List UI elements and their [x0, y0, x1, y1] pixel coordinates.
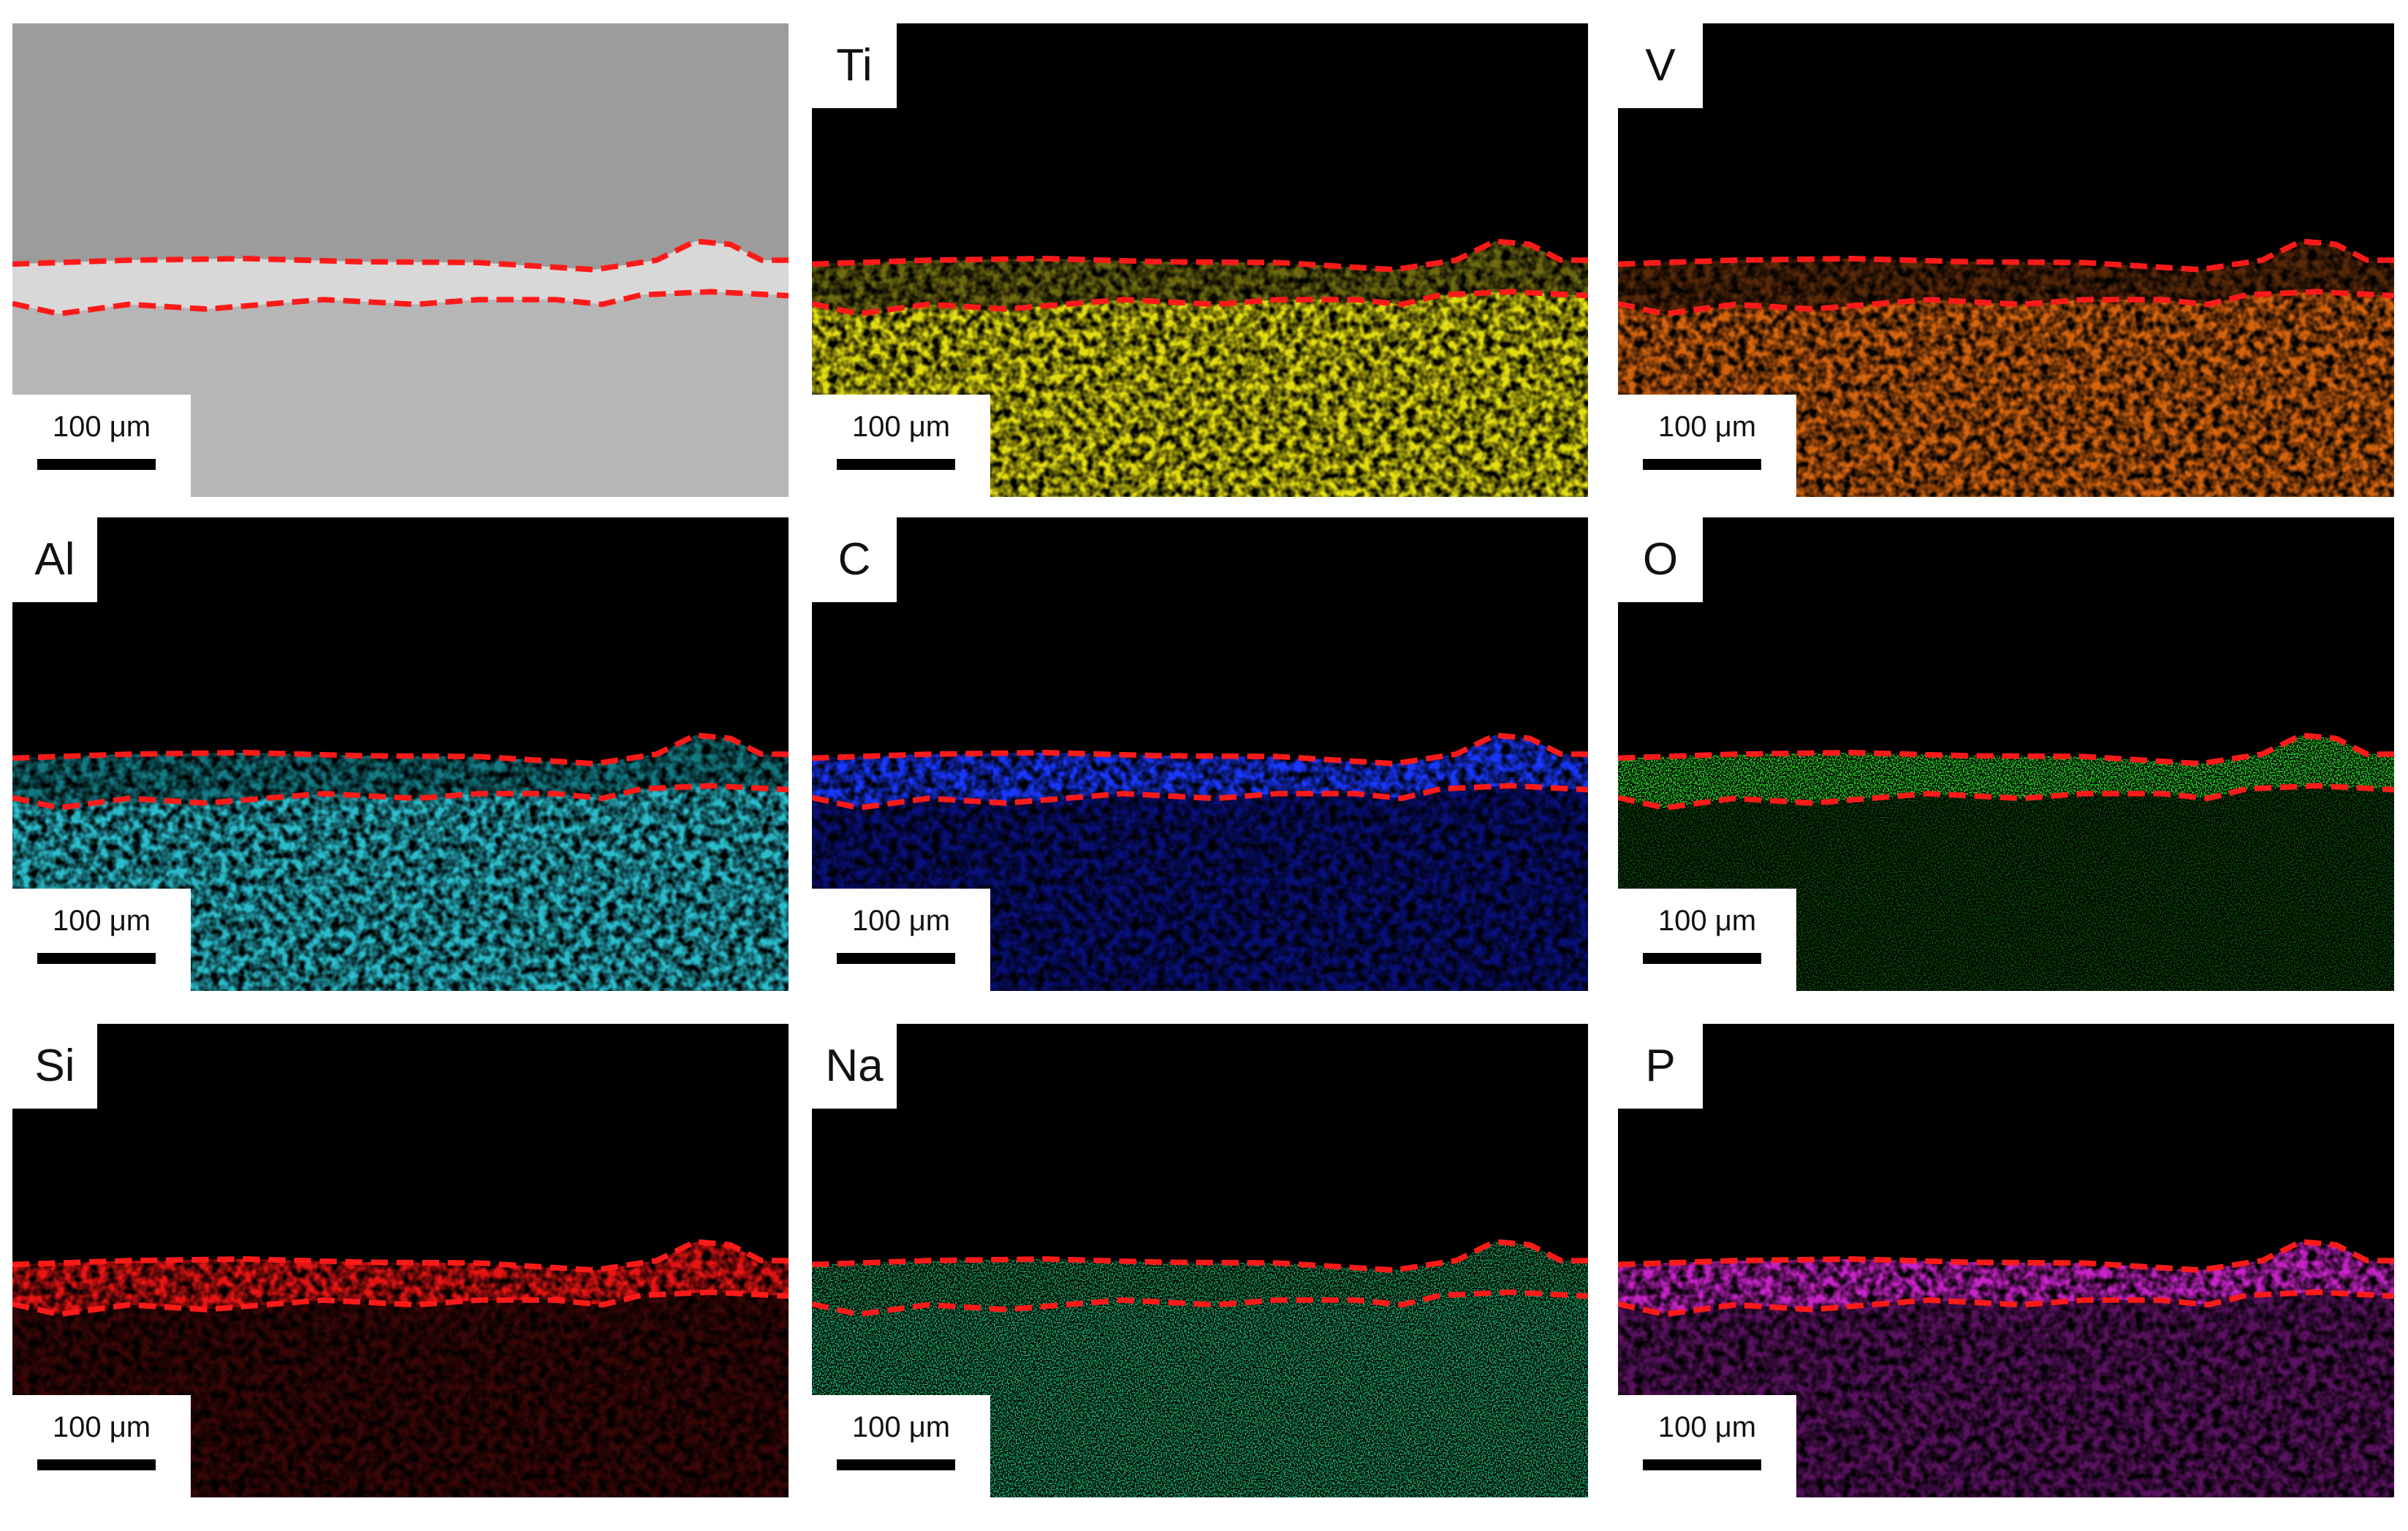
scale-bar: [37, 953, 156, 964]
scale-bar-text: 100 μm: [851, 1411, 951, 1443]
boundary-line: [812, 289, 1588, 317]
element-map: Ti 100 μm: [812, 23, 1588, 497]
boundary-line: [1618, 289, 2394, 317]
substrate-region: [12, 292, 789, 497]
boundary-line: [812, 783, 1588, 811]
scale-bar: [37, 459, 156, 470]
element-label: C: [812, 517, 897, 602]
scale-bar-box: 100 μm: [1618, 889, 1796, 991]
boundary-line: [12, 783, 789, 811]
boundary-line: [12, 238, 789, 273]
scale-bar-text: 100 μm: [851, 905, 951, 937]
boundary-line: [812, 1239, 1588, 1273]
element-map: P 100 μm: [1618, 1024, 2394, 1497]
boundary-line: [12, 1289, 789, 1318]
boundary-line: [1618, 1289, 2394, 1318]
element-map: O 100 μm: [1618, 517, 2394, 991]
boundary-line: [812, 1289, 1588, 1318]
map-image: [12, 1024, 789, 1497]
scale-bar-text: 100 μm: [52, 411, 151, 443]
element-label: P: [1618, 1024, 1703, 1109]
element-map: V 100 μm: [1618, 23, 2394, 497]
scale-bar-box: 100 μm: [1618, 1395, 1796, 1497]
scale-bar-box: 100 μm: [812, 1395, 990, 1497]
scale-bar: [837, 953, 955, 964]
scale-bar-text: 100 μm: [1657, 905, 1757, 937]
element-label: Na: [812, 1024, 897, 1109]
scale-bar-box: 100 μm: [12, 1395, 191, 1497]
element-label: Al: [12, 517, 97, 602]
scale-bar-box: 100 μm: [12, 889, 191, 991]
scale-bar: [837, 1459, 955, 1470]
element-label: V: [1618, 23, 1703, 108]
boundary-line: [1618, 1239, 2394, 1273]
scale-bar: [1643, 459, 1761, 470]
scale-bar-box: 100 μm: [1618, 395, 1796, 497]
element-label: Si: [12, 1024, 97, 1109]
boundary-line: [12, 1239, 789, 1273]
map-image: [1618, 517, 2394, 991]
boundary-line: [1618, 238, 2394, 273]
element-label: Ti: [812, 23, 897, 108]
scale-bar: [837, 459, 955, 470]
boundary-line: [812, 732, 1588, 767]
scale-bar: [1643, 1459, 1761, 1470]
scale-bar: [1643, 953, 1761, 964]
element-map: Si 100 μm: [12, 1024, 789, 1497]
element-map: Al 100 μm: [12, 517, 789, 991]
scale-bar-text: 100 μm: [1657, 1411, 1757, 1443]
scale-bar-text: 100 μm: [1657, 411, 1757, 443]
element-map: C 100 μm: [812, 517, 1588, 991]
scale-bar-text: 100 μm: [851, 411, 951, 443]
boundary-line: [1618, 732, 2394, 767]
element-label: O: [1618, 517, 1703, 602]
scale-bar-box: 100 μm: [812, 395, 990, 497]
map-image: [1618, 23, 2394, 497]
scale-bar-text: 100 μm: [52, 905, 151, 937]
boundary-line: [1618, 783, 2394, 811]
scale-bar-box: 100 μm: [812, 889, 990, 991]
element-map: Na 100 μm: [812, 1024, 1588, 1497]
element-map: 100 μm: [12, 23, 789, 497]
scale-bar-box: 100 μm: [12, 395, 191, 497]
boundary-line: [12, 732, 789, 767]
boundary-line: [812, 238, 1588, 273]
scale-bar: [37, 1459, 156, 1470]
boundary-line: [12, 289, 789, 317]
scale-bar-text: 100 μm: [52, 1411, 151, 1443]
